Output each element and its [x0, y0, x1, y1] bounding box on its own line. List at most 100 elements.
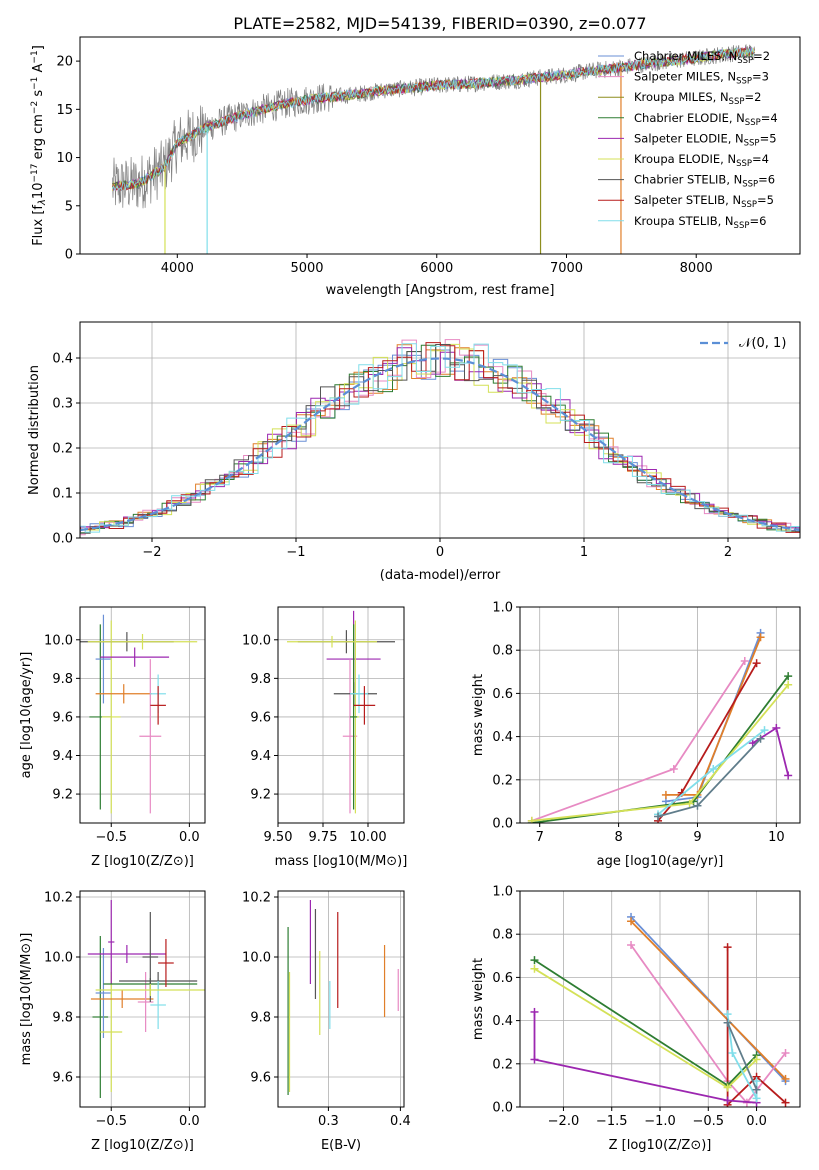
y-tick-label: 0.0 [492, 1101, 513, 1116]
y-tick-label: 9.4 [52, 749, 73, 764]
age_vs_mass-axes: 9.50 9.75 10.00 9.2 9.4 9.6 9.8 10.0 [242, 607, 404, 845]
x-tick-label: 7000 [550, 261, 583, 276]
figure-title: PLATE=2582, MJD=54139, FIBERID=0390, z=0… [233, 14, 646, 33]
normal-curve [80, 357, 800, 532]
age_vs_mass-points [287, 610, 395, 814]
residuals-xlabel: (data-model)/error [380, 568, 501, 583]
x-tick-label: 10 [768, 830, 785, 845]
y-tick-label: 0.3 [52, 397, 73, 412]
x-tick-label: 9.50 [264, 830, 293, 845]
y-tick-label: 0.2 [492, 773, 513, 788]
y-tick-label: 9.8 [250, 672, 271, 687]
y-tick-label: 9.8 [52, 1011, 73, 1026]
model-spectrum-line [111, 46, 756, 192]
legend-entry: Salpeter STELIB, NSSP=5 [634, 193, 774, 210]
y-tick-label: 10 [56, 151, 73, 166]
y-tick-label: 9.6 [250, 710, 271, 725]
x-tick-label: 8000 [680, 261, 713, 276]
x-tick-label: 0.4 [390, 1114, 411, 1129]
age_vs_Z-xlabel: Z [log10(Z/Z⊙)] [91, 854, 194, 869]
x-tick-label: −1 [286, 545, 305, 560]
y-tick-label: 0.6 [492, 687, 513, 702]
mass_vs_EBV-xlabel: E(B-V) [321, 1138, 361, 1153]
y-tick-label: 0.4 [492, 1014, 513, 1029]
mass_weight_vs_age-xlabel: age [log10(age/yr)] [597, 854, 724, 869]
x-tick-label: 1 [580, 545, 588, 560]
y-tick-label: 10.0 [44, 633, 73, 648]
mass_weight_vs_Z-series [530, 912, 790, 1107]
y-tick-label: 10.2 [242, 891, 271, 906]
legend-entry: Chabrier STELIB, NSSP=6 [634, 173, 775, 190]
x-tick-label: −0.5 [95, 830, 127, 845]
x-tick-label: −2.0 [548, 1114, 580, 1129]
legend-entry: Kroupa STELIB, NSSP=6 [634, 214, 766, 231]
x-tick-label: −0.5 [692, 1114, 724, 1129]
y-tick-label: 0.2 [492, 1057, 513, 1072]
y-tick-label: 0.8 [492, 928, 513, 943]
mass_vs_EBV-points [287, 900, 399, 1095]
residuals-frame [79, 321, 801, 539]
x-tick-label: 0.0 [746, 1114, 767, 1129]
weight-line [726, 1022, 758, 1091]
y-tick-label: 20 [56, 55, 73, 70]
y-tick-label: 5 [65, 199, 73, 214]
x-tick-label: 7 [536, 830, 544, 845]
mass_vs_Z-xlabel: Z [log10(Z/Z⊙)] [91, 1138, 194, 1153]
age_vs_mass-frame [277, 606, 405, 824]
x-tick-label: −1.0 [644, 1114, 676, 1129]
mass_weight_vs_age-ylabel: mass weight [471, 674, 486, 756]
model-spectrum-line [112, 47, 755, 192]
weight-line [531, 660, 746, 822]
y-tick-label: 0.8 [492, 644, 513, 659]
mass_weight_vs_Z-frame [519, 890, 801, 1108]
y-tick-label: 1.0 [492, 601, 513, 616]
mass_vs_Z-points [87, 900, 205, 1098]
y-tick-label: 9.6 [52, 710, 73, 725]
y-tick-label: 0.0 [52, 532, 73, 547]
spectrum-ylabel: Flux [fλ10−17 erg cm−2 s−1 A−1] [30, 45, 48, 246]
x-tick-label: 5000 [290, 261, 323, 276]
x-tick-label: 10.00 [349, 830, 386, 845]
y-tick-label: 10.0 [242, 951, 271, 966]
y-tick-label: 0.4 [492, 730, 513, 745]
weight-line [531, 684, 789, 822]
age_vs_mass-xlabel: mass [log10(M/M⊙)] [275, 854, 408, 869]
mass_weight_vs_Z-axes: −2.0 −1.5 −1.0 −0.5 0.0 0.0 0.2 0.4 0.6 0.8 1.0 [492, 885, 800, 1129]
mass_vs_Z-axes: −0.5 0.0 9.6 9.8 10.0 10.2 [44, 891, 205, 1129]
weight-line [630, 944, 787, 1105]
mass_weight_vs_Z-ylabel: mass weight [471, 958, 486, 1040]
mass_vs_Z-ylabel: mass [log10(M/M⊙)] [19, 933, 34, 1066]
age_vs_Z-axes: −0.5 0.0 9.2 9.4 9.6 9.8 10.0 [44, 607, 205, 845]
x-tick-label: 4000 [161, 261, 194, 276]
y-tick-label: 0.1 [52, 487, 73, 502]
legend-entry: Kroupa MILES, NSSP=2 [634, 90, 761, 107]
y-tick-label: 0.4 [52, 352, 73, 367]
x-tick-label: 0.3 [318, 1114, 339, 1129]
residuals-ylabel: Normed distribution [27, 365, 42, 495]
mass_weight_vs_age-axes: 7 8 9 10 0.0 0.2 0.4 0.6 0.8 1.0 [492, 601, 800, 845]
legend-entry: 𝒩(0, 1) [739, 336, 786, 351]
x-tick-label: 9 [693, 830, 701, 845]
weight-line [533, 1012, 757, 1104]
mass_weight_vs_age-series [527, 628, 793, 823]
legend-entry: Chabrier ELODIE, NSSP=4 [634, 111, 778, 128]
y-tick-label: 1.0 [492, 885, 513, 900]
y-tick-label: 10.0 [44, 951, 73, 966]
legend-entry: Salpeter ELODIE, NSSP=5 [634, 131, 777, 148]
x-tick-label: 0.0 [179, 830, 200, 845]
weight-line [534, 968, 758, 1089]
y-tick-label: 10.0 [242, 633, 271, 648]
y-tick-label: 0.6 [492, 971, 513, 986]
y-tick-label: 0 [65, 248, 73, 263]
mass_weight_vs_age-frame [519, 606, 801, 824]
x-tick-label: 2 [724, 545, 732, 560]
y-tick-label: 0.2 [52, 442, 73, 457]
y-tick-label: 9.6 [250, 1071, 271, 1086]
legend-entry: Chabrier MILES, NSSP=2 [634, 49, 770, 66]
x-tick-label: −1.5 [596, 1114, 628, 1129]
spectrum-axes: 4000 5000 6000 7000 8000 0 5 10 15 20 [56, 55, 712, 276]
histogram-group [80, 339, 800, 536]
x-tick-label: 0.0 [179, 1114, 200, 1129]
age_vs_Z-ylabel: age [log10(age/yr)] [19, 652, 34, 779]
